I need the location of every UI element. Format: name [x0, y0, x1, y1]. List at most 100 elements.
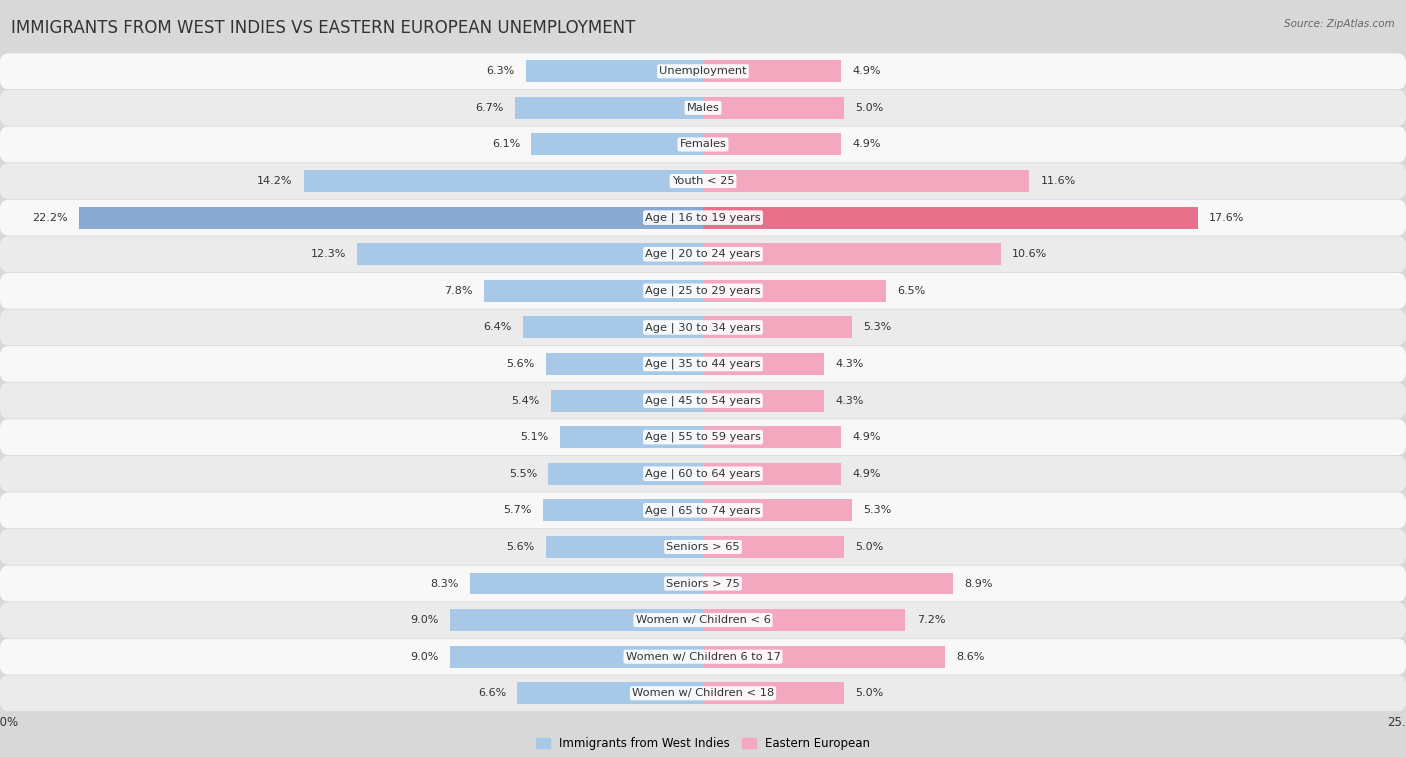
Bar	[531, 133, 703, 155]
Bar	[703, 133, 841, 155]
Bar	[526, 61, 703, 83]
Text: Age | 20 to 24 years: Age | 20 to 24 years	[645, 249, 761, 260]
Text: Age | 16 to 19 years: Age | 16 to 19 years	[645, 213, 761, 223]
Text: Age | 25 to 29 years: Age | 25 to 29 years	[645, 285, 761, 296]
Text: Age | 35 to 44 years: Age | 35 to 44 years	[645, 359, 761, 369]
FancyBboxPatch shape	[0, 382, 1406, 419]
Text: 6.6%: 6.6%	[478, 688, 506, 698]
Text: 6.7%: 6.7%	[475, 103, 503, 113]
Text: Youth < 25: Youth < 25	[672, 176, 734, 186]
Bar	[515, 97, 703, 119]
Text: 5.7%: 5.7%	[503, 506, 531, 516]
FancyBboxPatch shape	[0, 163, 1406, 199]
Text: 5.4%: 5.4%	[512, 396, 540, 406]
Bar	[546, 536, 703, 558]
Bar	[703, 682, 844, 704]
Text: 12.3%: 12.3%	[311, 249, 346, 259]
Text: 5.1%: 5.1%	[520, 432, 548, 442]
Bar	[470, 572, 703, 594]
Text: 9.0%: 9.0%	[411, 652, 439, 662]
FancyBboxPatch shape	[0, 53, 1406, 89]
Bar	[517, 682, 703, 704]
Bar	[703, 280, 886, 302]
Text: 4.3%: 4.3%	[835, 359, 863, 369]
Bar	[703, 97, 844, 119]
FancyBboxPatch shape	[0, 346, 1406, 382]
Bar	[703, 353, 824, 375]
Text: 5.0%: 5.0%	[855, 103, 883, 113]
FancyBboxPatch shape	[0, 639, 1406, 674]
Text: 9.0%: 9.0%	[411, 615, 439, 625]
Bar	[304, 170, 703, 192]
Text: 5.3%: 5.3%	[863, 506, 891, 516]
Bar	[703, 572, 953, 594]
FancyBboxPatch shape	[0, 200, 1406, 235]
Text: 4.3%: 4.3%	[835, 396, 863, 406]
Text: 8.9%: 8.9%	[965, 578, 993, 588]
Bar	[543, 500, 703, 522]
Bar	[79, 207, 703, 229]
FancyBboxPatch shape	[0, 90, 1406, 126]
Bar	[703, 390, 824, 412]
Bar	[703, 243, 1001, 265]
Bar	[703, 646, 945, 668]
Text: 5.6%: 5.6%	[506, 359, 534, 369]
Bar	[703, 426, 841, 448]
Text: 5.0%: 5.0%	[855, 542, 883, 552]
Text: 5.3%: 5.3%	[863, 322, 891, 332]
FancyBboxPatch shape	[0, 310, 1406, 345]
Bar	[703, 500, 852, 522]
Text: Women w/ Children < 18: Women w/ Children < 18	[631, 688, 775, 698]
Text: 6.5%: 6.5%	[897, 286, 925, 296]
Bar	[548, 463, 703, 484]
Text: 7.8%: 7.8%	[444, 286, 472, 296]
Text: Women w/ Children 6 to 17: Women w/ Children 6 to 17	[626, 652, 780, 662]
Bar	[703, 61, 841, 83]
FancyBboxPatch shape	[0, 565, 1406, 602]
Bar	[703, 536, 844, 558]
Text: 5.0%: 5.0%	[855, 688, 883, 698]
FancyBboxPatch shape	[0, 236, 1406, 273]
Bar	[546, 353, 703, 375]
Text: 6.1%: 6.1%	[492, 139, 520, 149]
Bar	[450, 646, 703, 668]
Text: Age | 30 to 34 years: Age | 30 to 34 years	[645, 322, 761, 332]
Legend: Immigrants from West Indies, Eastern European: Immigrants from West Indies, Eastern Eur…	[531, 733, 875, 755]
Text: Age | 65 to 74 years: Age | 65 to 74 years	[645, 505, 761, 516]
Text: IMMIGRANTS FROM WEST INDIES VS EASTERN EUROPEAN UNEMPLOYMENT: IMMIGRANTS FROM WEST INDIES VS EASTERN E…	[11, 19, 636, 37]
FancyBboxPatch shape	[0, 602, 1406, 638]
Text: 22.2%: 22.2%	[32, 213, 67, 223]
Text: Unemployment: Unemployment	[659, 67, 747, 76]
Text: 4.9%: 4.9%	[852, 67, 880, 76]
Text: 5.6%: 5.6%	[506, 542, 534, 552]
Text: Females: Females	[679, 139, 727, 149]
Bar	[523, 316, 703, 338]
Bar	[357, 243, 703, 265]
Bar	[703, 207, 1198, 229]
Text: 4.9%: 4.9%	[852, 469, 880, 478]
Text: Age | 45 to 54 years: Age | 45 to 54 years	[645, 395, 761, 406]
FancyBboxPatch shape	[0, 126, 1406, 163]
Text: 11.6%: 11.6%	[1040, 176, 1076, 186]
Text: Women w/ Children < 6: Women w/ Children < 6	[636, 615, 770, 625]
Bar	[484, 280, 703, 302]
Text: Age | 60 to 64 years: Age | 60 to 64 years	[645, 469, 761, 479]
Text: Males: Males	[686, 103, 720, 113]
FancyBboxPatch shape	[0, 492, 1406, 528]
Bar	[703, 463, 841, 484]
Text: 10.6%: 10.6%	[1012, 249, 1047, 259]
FancyBboxPatch shape	[0, 675, 1406, 712]
Text: Seniors > 65: Seniors > 65	[666, 542, 740, 552]
FancyBboxPatch shape	[0, 419, 1406, 455]
FancyBboxPatch shape	[0, 456, 1406, 492]
Text: 6.4%: 6.4%	[484, 322, 512, 332]
Bar	[703, 609, 905, 631]
Text: 14.2%: 14.2%	[257, 176, 292, 186]
Text: 17.6%: 17.6%	[1209, 213, 1244, 223]
Bar	[703, 170, 1029, 192]
Text: Seniors > 75: Seniors > 75	[666, 578, 740, 588]
Bar	[450, 609, 703, 631]
Text: Source: ZipAtlas.com: Source: ZipAtlas.com	[1284, 19, 1395, 29]
Text: 8.3%: 8.3%	[430, 578, 458, 588]
Text: 5.5%: 5.5%	[509, 469, 537, 478]
